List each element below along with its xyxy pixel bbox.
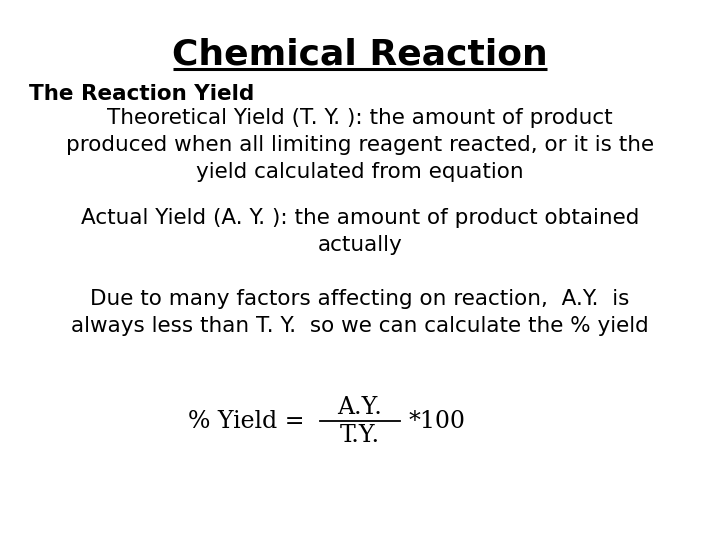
Text: % Yield =: % Yield = [188, 410, 312, 433]
Text: *100: *100 [408, 410, 465, 433]
Text: T.Y.: T.Y. [340, 424, 380, 447]
Text: Actual Yield (A. Y. ): the amount of product obtained
actually: Actual Yield (A. Y. ): the amount of pro… [81, 208, 639, 255]
Text: The Reaction Yield: The Reaction Yield [29, 84, 254, 104]
Text: Due to many factors affecting on reaction,  A.Y.  is
always less than T. Y.  so : Due to many factors affecting on reactio… [71, 289, 649, 336]
Text: A.Y.: A.Y. [338, 395, 382, 418]
Text: Theoretical Yield (T. Y. ): the amount of product
produced when all limiting rea: Theoretical Yield (T. Y. ): the amount o… [66, 108, 654, 183]
Text: Chemical Reaction: Chemical Reaction [172, 38, 548, 72]
